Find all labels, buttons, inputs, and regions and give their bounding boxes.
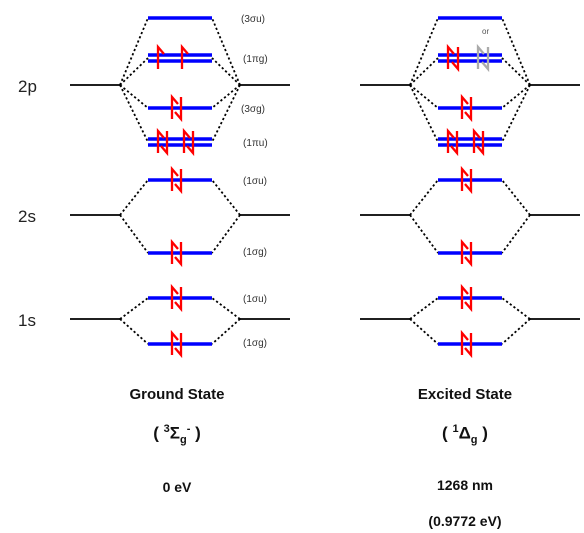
correlation-2s-left-1 [409,214,439,254]
correlation-2p-left-0 [409,17,439,86]
electron-1sigma-g-2s-down [174,242,183,268]
level-label-2p: 2p [18,77,37,96]
electron-3sigma-g-up [170,93,179,119]
electron-1sigma-u-1s-down [464,287,473,313]
correlation-2s-right-0 [211,179,241,216]
excited-term-open: ( [442,423,448,443]
electron-3sigma-g-down [174,97,183,123]
correlation-2p-right-2 [211,84,241,109]
correlation-2p-right-1 [501,57,531,86]
ground-energy: 0 eV [162,479,192,495]
correlation-1s-right-1 [501,318,531,345]
mo-label-1sigma-g-2s: (1σg) [243,247,267,258]
correlation-2p-right-3 [211,84,241,143]
ground-state-title: Ground State [129,386,225,403]
ground-state-diagram [70,16,290,359]
correlation-2s-left-0 [119,179,149,216]
electron-1pi-g-up [446,43,455,69]
electron-1sigma-g-1s-down [174,333,183,359]
excited-state-diagram [360,16,580,359]
electron-1sigma-u-2s-up [460,165,469,191]
excited-term-close: ) [482,423,488,443]
correlation-2p-left-2 [119,84,149,109]
electron-1pi-u-b-up [472,127,481,153]
correlation-2p-left-2 [409,84,439,109]
electron-alt-1pi-g-up [476,43,485,69]
correlation-2p-left-1 [409,57,439,86]
electron-1pi-u-b-up [182,127,191,153]
ground-term-open: ( [153,423,159,443]
correlation-2p-left-3 [409,84,439,143]
correlation-2p-right-0 [501,17,531,86]
excited-term-symbol: ( 1Δg ) [355,423,575,446]
ground-term-letter: Σ [169,423,180,443]
or-label: or [482,27,489,36]
ground-term-multiplicity: 3 [163,423,170,435]
electron-1sigma-u-1s-up [460,283,469,309]
electron-1sigma-g-2s-up [460,238,469,264]
mo-label-1sigma-g-1s: (1σg) [243,338,267,349]
electron-1pi-g-b [180,43,189,69]
correlation-2p-right-0 [211,17,241,86]
excited-term-multiplicity: 1 [452,423,459,435]
electron-alt-1pi-g-down [481,47,490,73]
correlation-1s-right-0 [211,297,241,320]
correlation-2p-right-2 [501,84,531,109]
electron-1pi-u-b-down [476,131,485,157]
correlation-2p-right-3 [501,84,531,143]
mo-label-1sigma-u-2s: (1σu) [243,176,267,187]
correlation-2p-left-1 [119,57,149,86]
mo-label-3sigma-u: (3σu) [241,14,265,25]
electron-1sigma-u-1s-up [170,283,179,309]
electron-1pi-u-a-down [450,131,459,157]
electron-1sigma-g-2s-up [170,238,179,264]
electron-1sigma-u-1s-down [174,287,183,313]
correlation-2p-left-3 [119,84,149,143]
correlation-2s-right-1 [501,214,531,254]
electron-1sigma-g-1s-down [464,333,473,359]
excited-state-title: Excited State [417,386,513,403]
correlation-1s-left-0 [409,297,439,320]
level-label-1s: 1s [18,311,36,330]
electron-1pi-u-b-down [186,131,195,157]
mo-label-1sigma-u-1s: (1σu) [243,294,267,305]
correlation-1s-left-1 [119,318,149,345]
electron-1sigma-u-2s-down [464,169,473,195]
electron-1pi-u-a-up [446,127,455,153]
excited-energy-ev: (0.9772 eV) [428,513,502,529]
ground-term-parity: g [179,434,187,447]
mo-label-1pi-u: (1πu) [243,138,268,149]
correlation-2s-right-1 [211,214,241,254]
correlation-2s-right-0 [501,179,531,216]
ground-term-reflection: - [186,423,191,435]
electron-1sigma-u-2s-down [174,169,183,195]
ground-term-symbol: ( 3Σg- ) [67,423,287,446]
electron-1sigma-u-2s-up [170,165,179,191]
excited-term-letter: Δ [458,423,471,443]
electron-3sigma-g-down [464,97,473,123]
excited-energy-nm: 1268 nm [436,477,494,493]
electron-1sigma-g-1s-up [170,329,179,355]
electron-1sigma-g-2s-down [464,242,473,268]
excited-term-parity: g [470,434,478,447]
correlation-2s-left-1 [119,214,149,254]
correlation-1s-right-1 [211,318,241,345]
correlation-2p-right-1 [211,57,241,86]
electron-1pi-g-a [156,43,165,69]
level-label-2s: 2s [18,207,36,226]
electron-1pi-u-a-down [160,131,169,157]
electron-1pi-g-down [451,47,460,73]
mo-label-3sigma-g: (3σg) [241,104,265,115]
electron-3sigma-g-up [460,93,469,119]
correlation-2s-left-0 [409,179,439,216]
mo-label-1pi-g: (1πg) [243,54,268,65]
ground-term-close: ) [195,423,201,443]
electron-1pi-u-a-up [156,127,165,153]
correlation-1s-left-1 [409,318,439,345]
correlation-2p-left-0 [119,17,149,86]
correlation-1s-right-0 [501,297,531,320]
electron-1sigma-g-1s-up [460,329,469,355]
correlation-1s-left-0 [119,297,149,320]
